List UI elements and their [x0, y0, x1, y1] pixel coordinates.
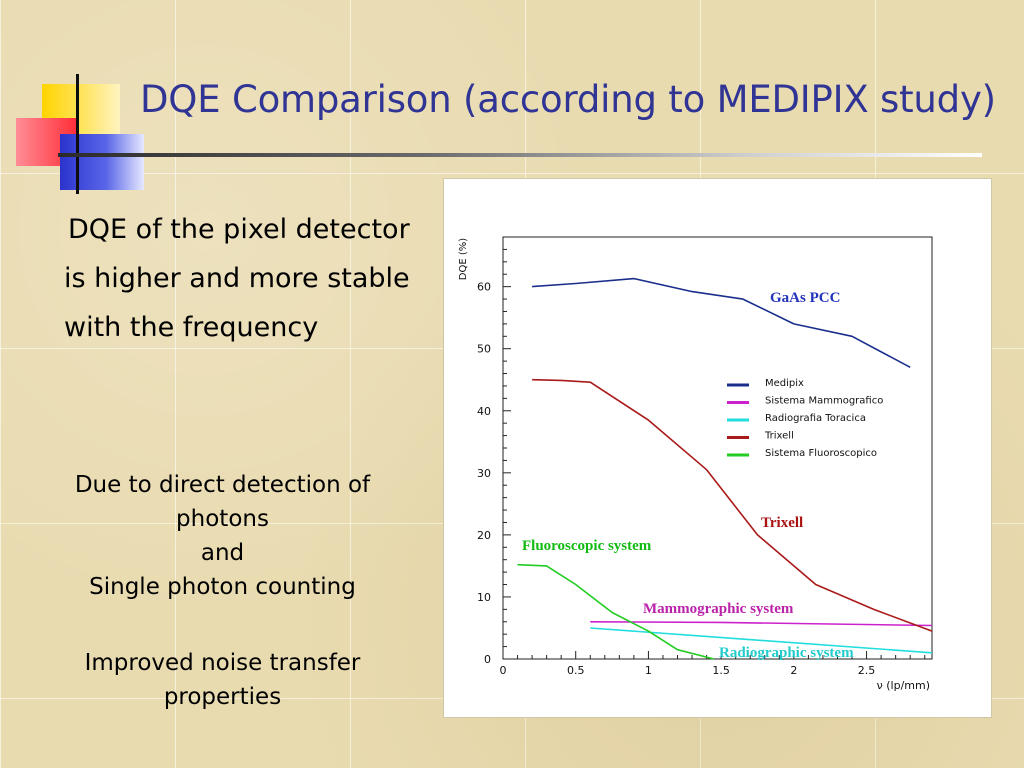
legend-label: Radiografia Toracica: [765, 413, 866, 424]
body-reason-line: and: [200, 540, 245, 566]
series-annotation: Fluoroscopic system: [522, 538, 652, 554]
series-line: [517, 563, 715, 660]
series-line: [532, 378, 933, 632]
y-tick-label: 10: [477, 591, 491, 604]
y-tick-label: 30: [477, 467, 491, 480]
y-tick-label: 50: [477, 343, 491, 356]
legend-label: Medipix: [765, 378, 804, 389]
series-annotation: Radiographic system: [719, 645, 854, 661]
x-tick-label: 0: [500, 664, 507, 677]
slide-title: DQE Comparison (according to MEDIPIX stu…: [140, 78, 996, 121]
y-axis-label: DQE (%): [458, 238, 469, 280]
body-reason-line: Single photon counting: [89, 574, 356, 600]
body-extra-line: properties: [163, 684, 282, 710]
x-tick-label: 1: [645, 664, 652, 677]
body-extra-line: Improved noise transfer: [84, 650, 361, 676]
dqe-chart-svg: 0 0.5 1 1.5 2 2.5 0 10 20 30 40 50 60 ν (lp/mm) DQE (%…: [458, 236, 933, 692]
body-main-text: DQE of the pixel detector is higher and …: [64, 214, 410, 343]
series-annotation: Trixell: [761, 515, 803, 531]
body-reason-line: Due to direct detection of photons: [74, 472, 371, 532]
x-tick-label: 0.5: [567, 664, 585, 677]
x-tick-label: 2: [790, 664, 797, 677]
series-line: [590, 620, 933, 627]
legend-label: Sistema Fluoroscopico: [765, 448, 877, 459]
body-reason-block: Due to direct detection of photons and S…: [30, 468, 415, 604]
decor-vertical-line: [76, 74, 79, 194]
x-tick-label: 1.5: [712, 664, 730, 677]
legend-label: Sistema Mammografico: [765, 396, 883, 407]
dqe-chart: 0 0.5 1 1.5 2 2.5 0 10 20 30 40 50 60 ν (lp/mm) DQE (%…: [443, 178, 992, 718]
series-annotation: GaAs PCC: [770, 290, 840, 306]
y-tick-label: 40: [477, 405, 491, 418]
body-extra-block: Improved noise transfer properties: [30, 646, 415, 714]
series-line: [590, 627, 933, 654]
legend-label: Trixell: [764, 431, 794, 442]
series-line: [532, 277, 911, 369]
title-underline: [58, 153, 982, 157]
x-tick-label: 2.5: [858, 664, 876, 677]
x-axis-label: ν (lp/mm): [877, 679, 930, 692]
y-tick-label: 20: [477, 529, 491, 542]
y-tick-label: 60: [477, 281, 491, 294]
series-annotation: Mammographic system: [643, 601, 794, 617]
y-tick-label: 0: [484, 653, 491, 666]
decor-blue-square: [60, 134, 144, 190]
